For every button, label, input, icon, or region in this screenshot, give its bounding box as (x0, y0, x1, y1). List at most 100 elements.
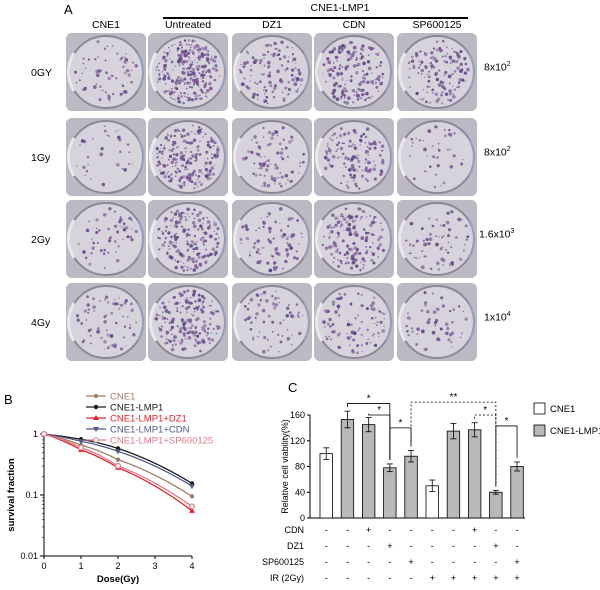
colony-dot (198, 153, 202, 156)
colony-dot (123, 71, 127, 75)
colony-dot (193, 235, 196, 238)
colony-dot (340, 45, 342, 48)
colony-dot (360, 141, 362, 143)
colony-dot (457, 54, 461, 59)
colony-dot (170, 333, 173, 336)
colony-dot (119, 150, 122, 154)
colony-dot (103, 266, 106, 269)
bar (319, 453, 333, 519)
colony-dot (179, 56, 182, 59)
colony-dot (443, 128, 446, 131)
colony-dot (111, 44, 114, 47)
colony-dot (86, 295, 89, 299)
colony-dot (346, 58, 350, 62)
colony-dot (336, 237, 338, 239)
colony-dot (340, 220, 343, 222)
colony-dot (201, 80, 205, 83)
colony-dot (361, 79, 366, 84)
colony-dot (446, 52, 449, 55)
treatment-mark: - (367, 573, 370, 584)
colony-dot (342, 174, 346, 178)
treatment-row-label: SP600125 (262, 557, 304, 567)
colony-dot (196, 185, 199, 188)
colony-dot (332, 76, 336, 80)
colony-dot (365, 236, 369, 240)
colony-dot (174, 296, 177, 298)
colony-dot (356, 170, 359, 172)
colony-dot (367, 97, 370, 99)
colony-dot (178, 44, 181, 46)
colony-dot (156, 152, 159, 155)
colony-dot (201, 326, 203, 329)
colony-dot (437, 83, 442, 87)
colony-dot (103, 248, 107, 252)
x-tick-label: 0 (41, 561, 46, 571)
colony-dot (176, 96, 181, 101)
colony-dot (200, 308, 203, 311)
y-tick-label: 0 (300, 513, 305, 523)
colony-dot (260, 217, 263, 219)
colony-dot (441, 39, 445, 43)
colony-dot (191, 61, 194, 64)
colony-dot (351, 143, 354, 146)
seeding-density-exponent: 3 (510, 228, 515, 235)
seeding-density-label: 1.6x103 (479, 228, 514, 241)
colony-dot (165, 338, 168, 341)
colony-dot (81, 72, 83, 75)
colony-dot (168, 339, 172, 343)
colony-dot (178, 65, 181, 67)
colony-dot (192, 242, 197, 246)
colony-dot (189, 46, 192, 49)
colony-dot (176, 309, 179, 313)
colony-dot (359, 218, 362, 221)
colony-dot (192, 257, 195, 260)
colony-dot (163, 174, 168, 179)
colony-dot (84, 67, 87, 70)
colony-dot (295, 89, 299, 94)
colony-dot (126, 315, 129, 318)
colony-dot (371, 307, 376, 312)
colony-dot (375, 324, 378, 326)
colony-dot (121, 83, 123, 86)
colony-dot (191, 124, 194, 127)
colony-dot (105, 71, 108, 75)
colony-dot (421, 249, 424, 253)
colony-dot (369, 223, 373, 228)
colony-dot (369, 46, 374, 51)
colony-dot (284, 248, 289, 252)
colony-dot (107, 227, 111, 231)
colony-well-image (314, 200, 394, 278)
colony-dot (420, 60, 424, 64)
colony-dot (272, 237, 275, 240)
colony-dot (184, 337, 187, 340)
colony-dot (266, 338, 269, 341)
colony-dot (373, 343, 378, 348)
colony-dot (202, 136, 204, 138)
colony-well-image (397, 200, 477, 278)
colony-dot (424, 301, 428, 305)
colony-dot (209, 86, 213, 91)
colony-dot (123, 301, 127, 305)
colony-dot (249, 328, 253, 331)
colony-dot (216, 155, 219, 158)
colony-dot (440, 185, 442, 187)
colony-dot (182, 326, 186, 330)
colony-dot (213, 309, 215, 312)
colony-dot (350, 145, 353, 148)
colony-dot (344, 262, 347, 265)
colony-dot (426, 73, 429, 76)
colony-dot (379, 320, 383, 324)
colony-dot (214, 251, 218, 255)
colony-dot (194, 246, 199, 251)
colony-dot (420, 309, 424, 312)
colony-dot (201, 172, 204, 175)
colony-dot (203, 165, 206, 167)
colony-dot (169, 321, 171, 323)
colony-dot (278, 49, 281, 53)
colony-dot (193, 83, 196, 86)
colony-dot (189, 70, 192, 73)
colony-dot (326, 145, 329, 147)
colony-dot (76, 165, 78, 167)
colony-dot (287, 80, 291, 84)
colony-dot (105, 314, 108, 317)
